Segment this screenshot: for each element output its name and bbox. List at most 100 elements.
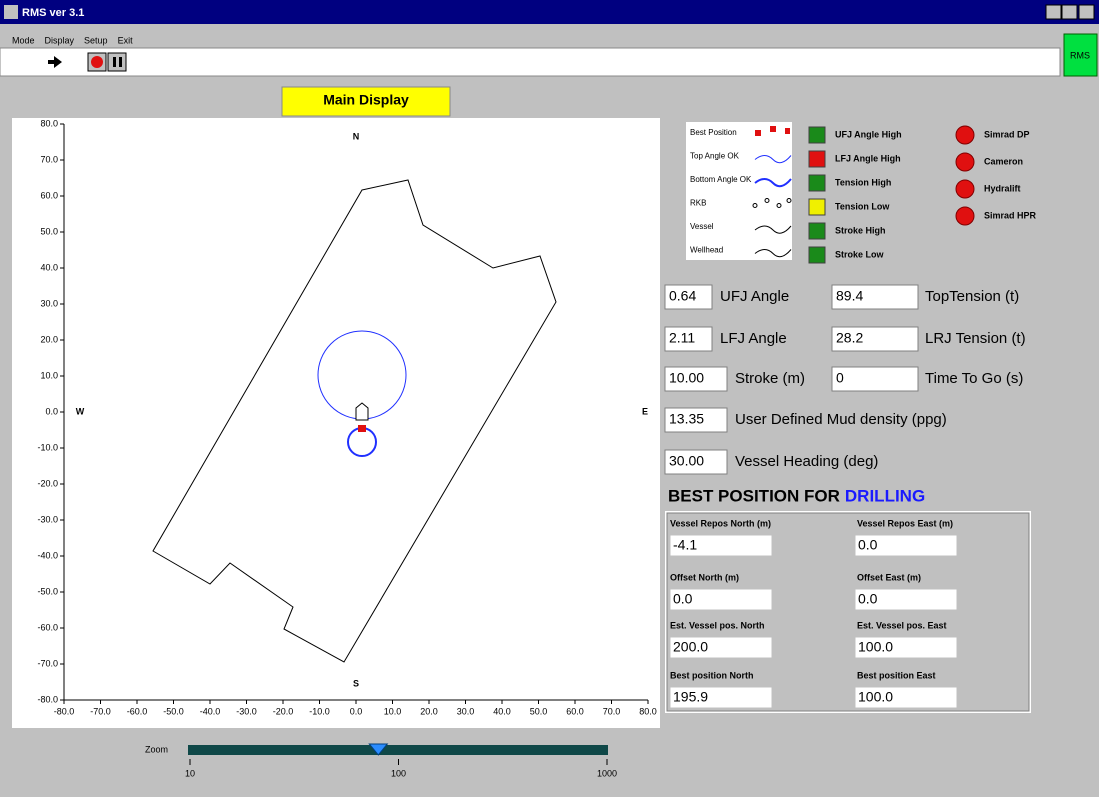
- legend-label: Top Angle OK: [690, 152, 740, 161]
- legend-swatch: [752, 203, 758, 208]
- menu-item[interactable]: Mode: [12, 35, 35, 45]
- zoom-track[interactable]: [188, 745, 608, 755]
- system-light: [955, 125, 975, 145]
- x-tick-label: 80.0: [639, 706, 657, 716]
- zoom-tick-label: 1000: [597, 768, 617, 778]
- x-tick-label: -40.0: [200, 706, 221, 716]
- y-tick-label: 70.0: [40, 154, 58, 164]
- zoom-tick-label: 100: [391, 768, 406, 778]
- readout-value: 0: [836, 370, 844, 386]
- x-tick-label: 40.0: [493, 706, 511, 716]
- main-display-title: Main Display: [323, 92, 409, 108]
- x-tick-label: -80.0: [54, 706, 75, 716]
- compass-south: S: [353, 678, 359, 688]
- y-tick-label: -40.0: [37, 550, 58, 560]
- vessel-outline: [152, 179, 557, 663]
- legend-box: [686, 122, 792, 260]
- x-tick-label: 30.0: [457, 706, 475, 716]
- readout-label: Time To Go (s): [925, 370, 1023, 387]
- close-button[interactable]: [1078, 4, 1095, 20]
- field-label: Est. Vessel pos. East: [857, 620, 947, 630]
- pause-button[interactable]: [107, 52, 127, 72]
- legend-swatch: [754, 225, 792, 234]
- menu-item[interactable]: Setup: [84, 35, 108, 45]
- run-arrow[interactable]: [48, 56, 62, 68]
- readout-box: [664, 449, 728, 475]
- readout-value: 13.35: [669, 411, 704, 427]
- alarm-label: Tension High: [835, 177, 891, 187]
- readout-value: 28.2: [836, 330, 863, 346]
- x-tick-label: -50.0: [163, 706, 184, 716]
- alarm-indicator: [808, 150, 826, 168]
- field-value: 100.0: [858, 689, 893, 705]
- pause-bar: [119, 57, 122, 67]
- field-label: Vessel Repos East (m): [857, 518, 953, 528]
- field-value: 0.0: [858, 591, 878, 607]
- legend-swatch: [776, 203, 782, 208]
- legend-label: Vessel: [690, 222, 714, 231]
- minimize-button[interactable]: [1045, 4, 1062, 20]
- y-tick-label: -10.0: [37, 442, 58, 452]
- window-title: RMS ver 3.1: [22, 7, 84, 19]
- rms-badge: [1063, 33, 1098, 77]
- x-tick-label: -30.0: [236, 706, 257, 716]
- system-label: Simrad HPR: [984, 210, 1037, 220]
- alarm-indicator: [808, 126, 826, 144]
- menu-item[interactable]: Exit: [118, 35, 134, 45]
- compass-east: E: [642, 406, 648, 416]
- field-label: Best position North: [670, 670, 754, 680]
- x-tick-label: -20.0: [273, 706, 294, 716]
- field-label: Vessel Repos North (m): [670, 518, 771, 528]
- system-label: Hydralift: [984, 183, 1021, 193]
- readout-box: [664, 326, 713, 352]
- readout-label: User Defined Mud density (ppg): [735, 411, 947, 428]
- readout-label: LRJ Tension (t): [925, 330, 1026, 347]
- system-light: [955, 206, 975, 226]
- field-value: 200.0: [673, 639, 708, 655]
- alarm-label: LFJ Angle High: [835, 153, 901, 163]
- best-position-highlight: DRILLING: [845, 486, 925, 505]
- x-tick-label: 10.0: [384, 706, 402, 716]
- x-tick-label: 20.0: [420, 706, 438, 716]
- readout-label: Stroke (m): [735, 370, 805, 387]
- best-position-group: [665, 511, 1031, 713]
- system-light: [955, 152, 975, 172]
- legend-swatch: [770, 126, 776, 132]
- maximize-button[interactable]: [1061, 4, 1078, 20]
- x-tick-label: 60.0: [566, 706, 584, 716]
- readout-label: LFJ Angle: [720, 330, 787, 347]
- y-tick-label: -20.0: [37, 478, 58, 488]
- alarm-label: Stroke High: [835, 225, 886, 235]
- readout-value: 30.00: [669, 453, 704, 469]
- field-box: [669, 534, 773, 557]
- y-tick-label: 60.0: [40, 190, 58, 200]
- field-value: 0.0: [858, 537, 878, 553]
- compass-west: W: [76, 406, 85, 416]
- pause-bar: [113, 57, 116, 67]
- legend-label: RKB: [690, 199, 706, 208]
- y-tick-label: 20.0: [40, 334, 58, 344]
- alarm-indicator: [808, 246, 826, 264]
- system-light: [955, 179, 975, 199]
- readout-value: 89.4: [836, 288, 863, 304]
- field-box: [854, 686, 958, 709]
- field-box: [854, 636, 958, 659]
- y-tick-label: -60.0: [37, 622, 58, 632]
- best-position-marker: [358, 425, 366, 432]
- toolbar: [0, 47, 1061, 77]
- x-tick-label: -10.0: [309, 706, 330, 716]
- app-icon: [4, 5, 18, 19]
- alarm-indicator: [808, 222, 826, 240]
- field-label: Offset East (m): [857, 572, 921, 582]
- field-value: 195.9: [673, 689, 708, 705]
- zoom-thumb[interactable]: [368, 743, 389, 756]
- menu-item[interactable]: Display: [45, 35, 75, 45]
- legend-label: Bottom Angle OK: [690, 175, 752, 184]
- y-tick-label: 10.0: [40, 370, 58, 380]
- field-box: [854, 588, 958, 611]
- readout-box: [831, 284, 919, 310]
- legend-swatch: [764, 198, 770, 203]
- zoom-label: Zoom: [145, 744, 168, 754]
- legend-label: Best Position: [690, 128, 737, 137]
- legend-swatch: [754, 249, 792, 258]
